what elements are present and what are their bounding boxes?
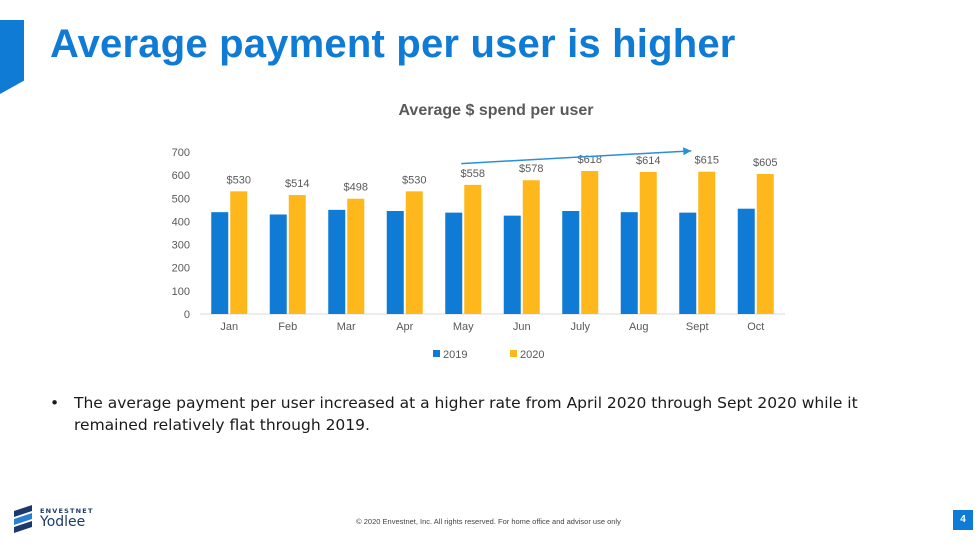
bar-2020-May (464, 184, 482, 314)
x-tick-label: Oct (747, 321, 764, 333)
x-tick-label: Aug (629, 321, 649, 333)
data-label-2020-Aug: $614 (636, 155, 660, 167)
bar-2020-Apr (405, 191, 423, 314)
bar-2020-Aug (639, 171, 657, 314)
bar-2020-Jan (230, 191, 248, 314)
envestnet-yodlee-logo: ENVESTNET Yodlee (14, 503, 94, 537)
bar-2019-Oct (737, 208, 755, 314)
y-tick-label: 100 (172, 286, 190, 298)
x-tick-label: Jun (513, 321, 531, 333)
bar-2019-Feb (269, 214, 287, 314)
bar-2019-Aug (620, 212, 638, 314)
yodlee-mark-icon (14, 505, 32, 533)
bar-2019-Jan (211, 212, 229, 314)
data-label-2020-Jan: $530 (227, 174, 251, 186)
bar-2019-May (445, 212, 463, 314)
data-label-2020-Feb: $514 (285, 178, 309, 190)
trend-arrow-head (683, 147, 692, 156)
y-tick-label: 300 (172, 240, 190, 252)
bar-2019-Apr (386, 211, 404, 314)
y-tick-label: 600 (172, 170, 190, 182)
x-tick-label: July (570, 321, 590, 333)
title-accent-bar (0, 20, 24, 94)
logo-product-text: Yodlee (40, 514, 86, 530)
y-tick-label: 200 (172, 263, 190, 275)
bar-2020-Feb (288, 195, 306, 314)
y-tick-label: 400 (172, 216, 190, 228)
x-tick-label: May (453, 321, 474, 333)
legend-label-2020: 2020 (520, 349, 544, 361)
data-label-2020-May: $558 (461, 168, 485, 180)
x-tick-label: Sept (686, 321, 709, 333)
trend-arrow-line (461, 150, 692, 165)
bar-2020-Mar (347, 198, 365, 314)
y-tick-label: 700 (172, 147, 190, 159)
page-number: 4 (953, 510, 973, 530)
bar-2019-Sept (679, 212, 697, 314)
bullet-list: The average payment per user increased a… (48, 392, 898, 436)
logo-brand-text: ENVESTNET (40, 507, 94, 515)
chart-title: Average $ spend per user (398, 102, 593, 119)
x-tick-label: Feb (278, 321, 297, 333)
bar-2019-Jun (503, 215, 521, 314)
x-tick-label: Apr (396, 321, 413, 333)
y-tick-label: 500 (172, 193, 190, 205)
data-label-2020-Apr: $530 (402, 174, 426, 186)
legend-label-2019: 2019 (443, 349, 467, 361)
y-tick-label: 0 (184, 309, 190, 321)
legend-swatch-2019 (433, 350, 440, 357)
bar-2019-July (562, 211, 580, 314)
data-label-2020-Mar: $498 (344, 182, 368, 194)
bar-chart: Average $ spend per user 0 100 200 300 400 50… (172, 102, 785, 361)
x-tick-label: Jan (220, 321, 238, 333)
bar-2020-Oct (756, 173, 774, 314)
bar-2020-Jun (522, 180, 540, 314)
bar-2020-July (581, 170, 599, 314)
x-tick-label: Mar (337, 321, 356, 333)
bar-2020-Sept (698, 171, 716, 314)
bar-2019-Mar (328, 209, 346, 314)
page-title: Average payment per user is higher (50, 22, 736, 66)
footer-copyright: © 2020 Envestnet, Inc. All rights reserv… (356, 517, 621, 526)
data-label-2020-Sept: $615 (695, 155, 719, 167)
legend-swatch-2020 (510, 350, 517, 357)
bullet-item: The average payment per user increased a… (48, 392, 898, 436)
data-label-2020-Oct: $605 (753, 157, 777, 169)
data-label-2020-Jun: $578 (519, 163, 543, 175)
